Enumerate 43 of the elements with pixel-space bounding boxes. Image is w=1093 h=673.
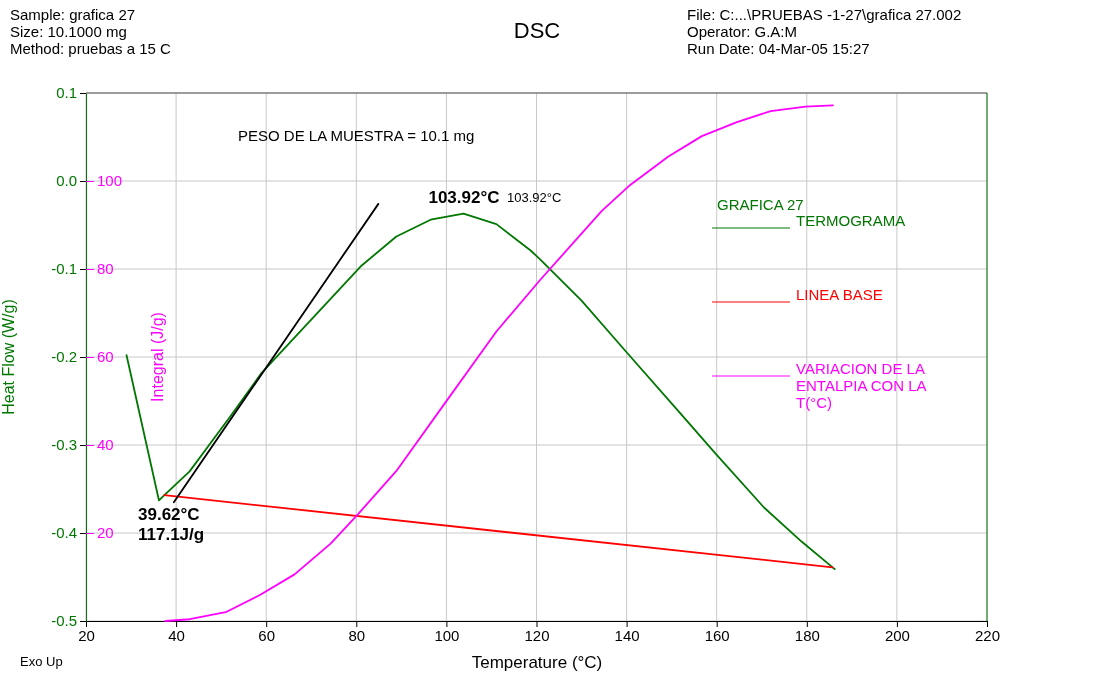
x-tick-label: 40 — [168, 626, 185, 644]
y-tick-label: -0.2 — [51, 348, 77, 366]
text: File: C:...\PRUEBAS -1-27\grafica 27.002 — [687, 6, 962, 23]
y-tick-label: 0.0 — [56, 172, 77, 190]
annotation: 103.92°C — [507, 190, 562, 205]
annotation: 39.62°C — [138, 505, 200, 524]
x-tick-label: 120 — [524, 626, 550, 644]
y-tick-label: -0.3 — [51, 436, 77, 454]
y-tick-label: -0.5 — [51, 612, 77, 630]
y2-tick-label: 20 — [97, 524, 114, 542]
x-tick-label: 100 — [434, 626, 460, 644]
x-tick-label: 160 — [704, 626, 730, 644]
annotation: 117.1J/g — [138, 525, 205, 544]
legend-title: GRAFICA 27 — [717, 196, 804, 213]
chart-title: DSC — [513, 18, 561, 43]
x-tick-label: 140 — [614, 626, 640, 644]
text: Size: 10.1000 mg — [10, 23, 127, 40]
annotation: PESO DE LA MUESTRA = 10.1 mg — [238, 127, 475, 144]
text: Operator: G.A:M — [687, 23, 798, 40]
text: TERMOGRAMA — [796, 212, 906, 229]
text: Method: pruebas a 15 C — [10, 40, 172, 57]
y2-tick-label: 100 — [97, 172, 123, 190]
text: Exo Up — [20, 654, 63, 669]
x-tick-label: 60 — [258, 626, 276, 644]
text: Run Date: 04-Mar-05 15:27 — [687, 40, 870, 57]
text: LINEA BASE — [796, 286, 883, 303]
y-tick-label: 0.1 — [56, 84, 77, 102]
y-tick-label: -0.1 — [51, 260, 77, 278]
y2-tick-label: 40 — [97, 436, 114, 454]
text: VARIACION DE LA ENTALPIA CON LA T(°C) — [796, 360, 927, 411]
x-tick-label: 80 — [348, 626, 366, 644]
text: Sample: grafica 27 — [10, 6, 136, 23]
y2-tick-label: 60 — [97, 348, 114, 366]
x-tick-label: 20 — [78, 626, 95, 644]
y2-tick-label: 80 — [97, 260, 114, 278]
x-tick-label: 200 — [884, 626, 910, 644]
x-axis-title: Temperature (°C) — [471, 653, 603, 672]
annotation: 103.92°C — [428, 188, 500, 207]
y-axis-title: Heat Flow (W/g) — [0, 299, 17, 415]
y2-axis-title: Integral (J/g) — [149, 312, 166, 402]
y-tick-label: -0.4 — [51, 524, 77, 542]
x-tick-label: 180 — [794, 626, 820, 644]
x-tick-label: 220 — [974, 626, 1001, 644]
